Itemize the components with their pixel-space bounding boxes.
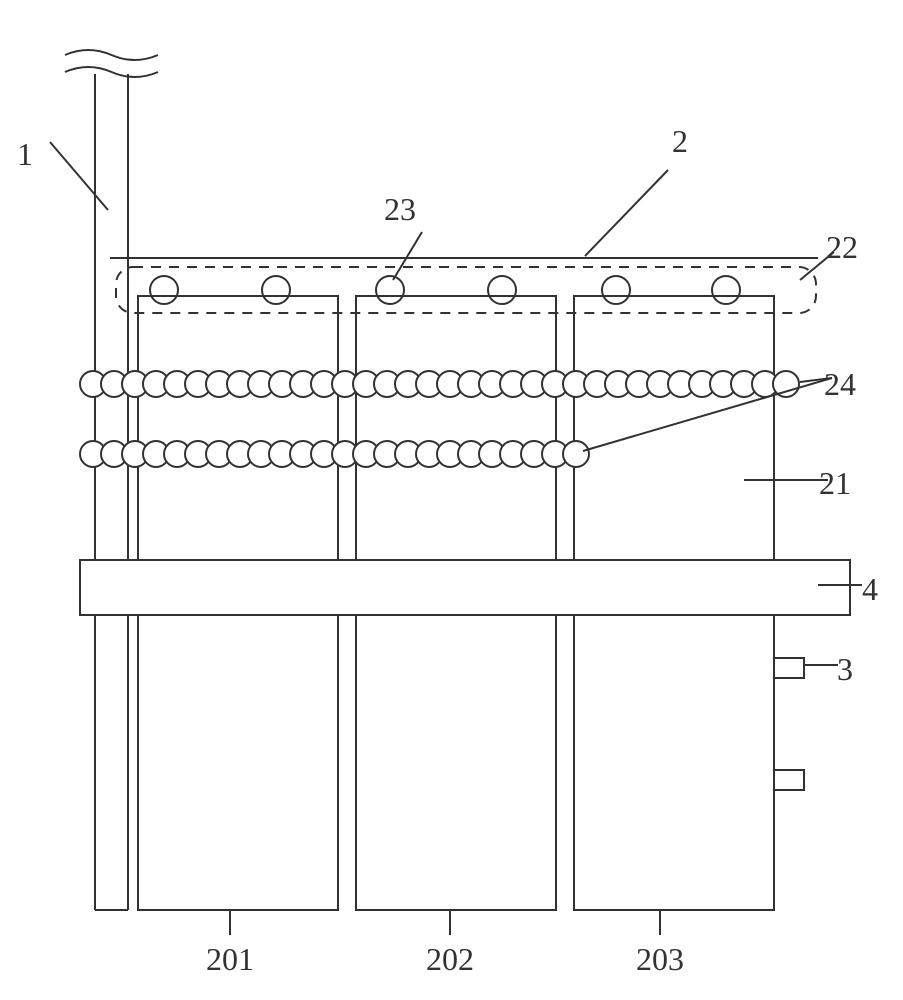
- leader-23: [393, 232, 422, 280]
- callout-label: 21: [819, 465, 851, 501]
- rail-hole: [712, 276, 740, 304]
- callout-label: 3: [837, 651, 853, 687]
- chain-row-1: [80, 371, 799, 397]
- side-peg-2: [774, 770, 804, 790]
- cross-bar: [80, 560, 850, 615]
- callout-label: 4: [862, 571, 878, 607]
- chain-row-2: [80, 441, 589, 467]
- callout-label: 1: [17, 136, 33, 172]
- rail-hole: [150, 276, 178, 304]
- callout-label: 22: [826, 229, 858, 265]
- rail-hole: [488, 276, 516, 304]
- vertical-post: [65, 50, 158, 910]
- rail-hole: [602, 276, 630, 304]
- panel-label: 202: [426, 941, 474, 977]
- rail-hole: [376, 276, 404, 304]
- leader-2: [585, 170, 668, 256]
- panel-label: 201: [206, 941, 254, 977]
- side-peg-1: [774, 658, 804, 678]
- panel-label: 203: [636, 941, 684, 977]
- callout-label: 23: [384, 191, 416, 227]
- leader-1: [50, 142, 108, 210]
- callout-label: 2: [672, 123, 688, 159]
- rail-hole: [262, 276, 290, 304]
- top-rail: [110, 258, 818, 313]
- callout-label: 24: [824, 366, 856, 402]
